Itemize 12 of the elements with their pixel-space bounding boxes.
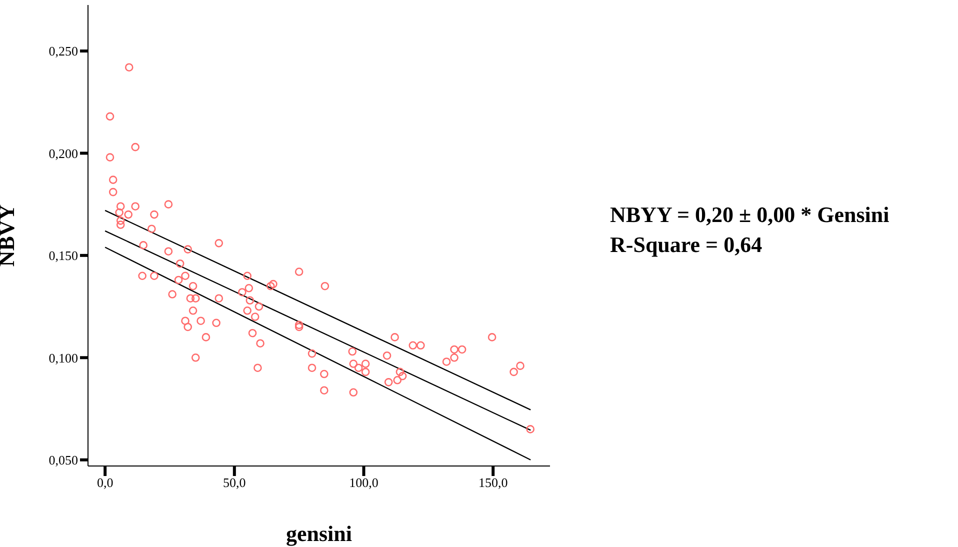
y-tick-label: 0,100 (48, 350, 78, 366)
x-tick-label: 100,0 (349, 475, 378, 490)
x-axis-title: gensini (286, 521, 352, 546)
y-tick-label: 0,200 (48, 146, 78, 161)
y-tick-label: 0,250 (48, 44, 78, 59)
text: NBYY = 0,20 ± 0,00 * Gensini (610, 201, 890, 229)
x-tick-label: 150,0 (478, 475, 508, 490)
text: R-Square = 0,64 (610, 231, 764, 259)
y-tick-label: 0,150 (48, 248, 78, 264)
y-tick-label: 0,050 (48, 452, 78, 468)
x-tick-label: 0,0 (96, 475, 114, 490)
x-tick-label: 50,0 (223, 475, 246, 490)
